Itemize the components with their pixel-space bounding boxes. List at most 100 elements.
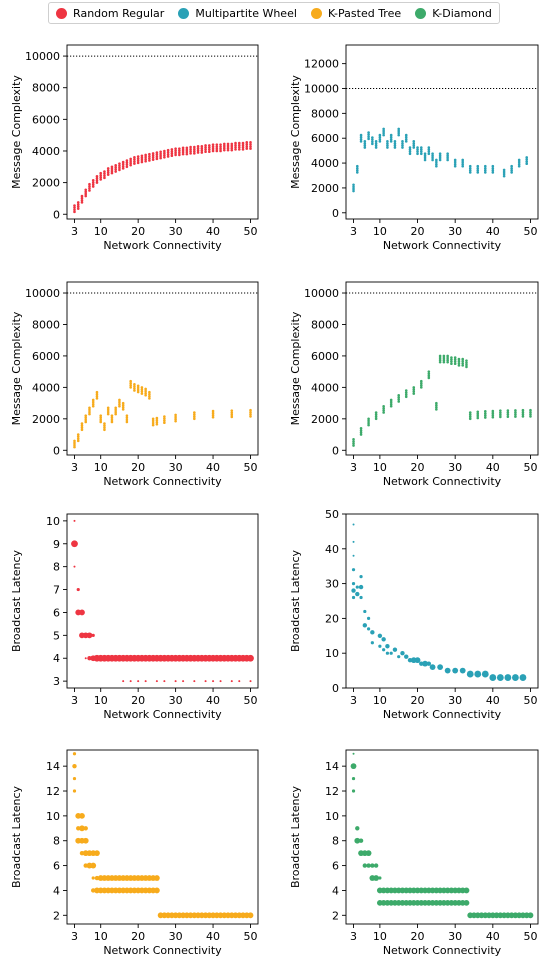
data-point	[352, 554, 355, 557]
data-point	[200, 147, 204, 150]
x-tick-label: 30	[448, 930, 462, 943]
data-point	[125, 161, 129, 164]
data-point	[99, 171, 103, 175]
data-point	[174, 153, 177, 157]
x-tick-label: 40	[206, 225, 220, 238]
data-point	[73, 441, 76, 445]
data-point	[76, 205, 80, 208]
data-point	[76, 433, 80, 436]
data-point	[514, 415, 517, 418]
data-point	[76, 201, 80, 204]
data-point	[181, 150, 185, 154]
data-point	[446, 360, 449, 364]
data-point	[355, 171, 359, 174]
x-tick-label: 40	[486, 225, 500, 238]
data-point	[136, 388, 140, 392]
data-point	[419, 386, 423, 389]
data-point	[506, 415, 510, 419]
data-point	[230, 144, 234, 148]
y-tick-label: 4000	[32, 145, 60, 158]
data-point	[397, 396, 401, 399]
data-point	[144, 393, 147, 397]
chart-panel-1: 3 10 20 30 40 50 0 2000 4000 6000 8000 10000 Network…	[10, 44, 259, 252]
data-point	[208, 146, 211, 149]
data-point	[136, 390, 140, 394]
y-axis-label: Broadcast Latency	[10, 549, 23, 652]
data-point	[359, 135, 363, 139]
data-point	[400, 651, 405, 656]
x-tick-label: 10	[94, 225, 108, 238]
legend-label: K-Diamond	[432, 6, 492, 20]
data-point	[211, 143, 215, 146]
data-point	[84, 418, 88, 422]
data-point	[354, 837, 361, 844]
data-point	[517, 162, 521, 166]
data-point	[155, 420, 159, 424]
data-point	[506, 413, 510, 416]
y-tick-label: 6000	[32, 113, 60, 126]
x-tick-label: 10	[373, 461, 387, 474]
data-point	[385, 651, 390, 655]
data-point	[163, 153, 166, 157]
data-point	[148, 390, 151, 394]
chart-panel-3: 3 10 20 30 40 50 0 2000 4000 6000 8000 10000 Network…	[10, 281, 259, 488]
data-point	[370, 641, 374, 645]
data-point	[366, 863, 371, 868]
data-point	[71, 540, 78, 548]
data-point	[450, 356, 453, 359]
data-point	[367, 137, 370, 141]
x-tick-label: 50	[523, 225, 537, 238]
data-point	[483, 412, 487, 415]
x-axis-label: Network Connectivity	[103, 944, 222, 957]
data-point	[359, 429, 363, 432]
data-point	[397, 398, 401, 401]
data-point	[185, 148, 189, 152]
data-point	[506, 411, 510, 414]
data-point	[502, 168, 506, 172]
data-point	[80, 201, 84, 204]
data-point	[121, 164, 125, 168]
legend-label: Multipartite Wheel	[195, 6, 297, 20]
data-point	[114, 168, 117, 171]
data-point	[412, 144, 416, 147]
data-point	[91, 633, 95, 637]
data-point	[453, 362, 457, 366]
data-point	[362, 863, 368, 868]
data-point	[419, 146, 423, 149]
data-point	[144, 391, 147, 395]
data-point	[84, 188, 88, 192]
data-point	[151, 417, 155, 421]
data-point	[144, 389, 147, 393]
data-point	[121, 403, 125, 407]
data-point	[423, 152, 427, 156]
data-point	[446, 152, 449, 156]
data-point	[140, 156, 144, 160]
data-point	[517, 164, 521, 168]
data-point	[245, 141, 249, 144]
data-point	[140, 390, 144, 393]
data-point	[106, 167, 110, 170]
data-point	[474, 670, 482, 678]
data-point	[453, 164, 457, 168]
legend-marker	[56, 7, 68, 19]
data-point	[106, 171, 110, 174]
data-point	[144, 680, 147, 683]
data-point	[73, 208, 76, 212]
data-point	[99, 420, 103, 424]
data-point	[200, 151, 204, 154]
data-point	[129, 163, 132, 167]
x-tick-label: 50	[523, 694, 537, 707]
data-point	[435, 164, 438, 168]
data-point	[148, 394, 151, 398]
data-point	[476, 414, 480, 418]
data-point	[529, 415, 532, 418]
x-tick-label: 50	[523, 461, 537, 474]
data-point	[99, 176, 103, 179]
data-point	[363, 144, 367, 147]
data-point	[476, 171, 480, 174]
y-tick-label: 8	[53, 835, 60, 848]
data-point	[355, 166, 359, 170]
data-point	[363, 142, 367, 145]
data-point	[159, 154, 162, 158]
